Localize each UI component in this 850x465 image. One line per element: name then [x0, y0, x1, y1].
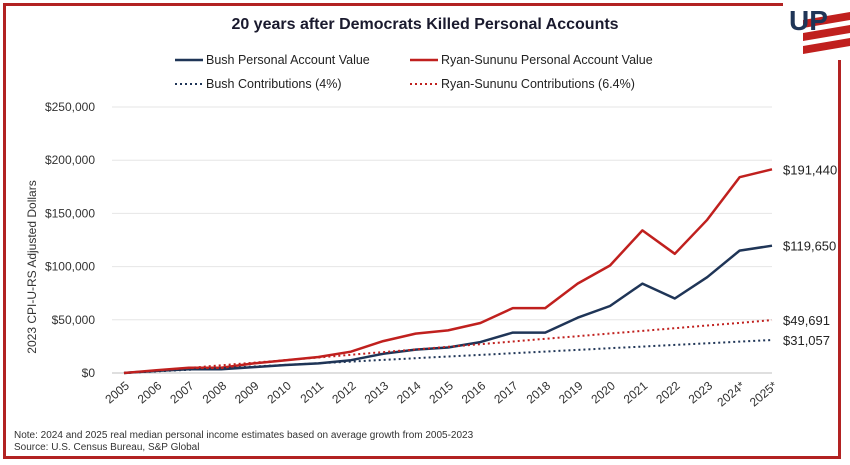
x-tick-label: 2011: [298, 378, 327, 406]
x-tick-label: 2023: [686, 378, 716, 406]
x-tick-label: 2015: [426, 378, 456, 406]
end-label: $119,650: [783, 239, 836, 254]
end-labels: $119,650 $191,440 $31,057 $49,691: [783, 162, 837, 348]
legend-label: Ryan-Sununu Contributions (6.4%): [441, 77, 635, 91]
series-line-0: [123, 244, 773, 375]
legend-label: Bush Personal Account Value: [206, 53, 370, 67]
series-line-2: [123, 339, 773, 374]
x-axis-ticks: 2005 2006 2007 2008 2009 2010 2011 2012 2013 2014…: [102, 378, 780, 409]
logo-text: UP: [789, 5, 828, 36]
end-label: $191,440: [783, 162, 837, 177]
x-tick-label: 2005: [102, 378, 132, 406]
legend: Bush Personal Account Value Ryan-Sununu P…: [175, 53, 653, 91]
up-logo: UP: [783, 0, 850, 60]
series-line-3: [123, 319, 773, 374]
y-tick-label: $250,000: [45, 100, 95, 114]
flag-stripes-icon: [803, 12, 850, 54]
chart-title: 20 years after Democrats Killed Personal…: [231, 16, 619, 33]
x-tick-label: 2010: [264, 378, 294, 406]
y-tick-label: $0: [82, 366, 96, 380]
y-tick-label: $200,000: [45, 153, 95, 167]
x-tick-label: 2022: [653, 378, 683, 406]
x-tick-label: 2012: [329, 378, 359, 406]
x-tick-label: 2007: [167, 378, 197, 406]
x-tick-label: 2006: [135, 378, 165, 406]
x-tick-label: 2017: [491, 378, 521, 406]
series-lines: [123, 168, 773, 375]
y-tick-label: $150,000: [45, 206, 95, 220]
end-label: $49,691: [783, 313, 830, 328]
x-tick-label: 2020: [588, 378, 618, 406]
chart-frame: [3, 3, 841, 459]
y-axis-label: 2023 CPI-U-RS Adjusted Dollars: [25, 180, 39, 353]
legend-label: Bush Contributions (4%): [206, 77, 341, 91]
footnote: Note: 2024 and 2025 real median personal…: [14, 430, 473, 454]
footnote-note: Note: 2024 and 2025 real median personal…: [14, 430, 474, 441]
x-tick-label: 2024*: [714, 378, 747, 409]
x-tick-label: 2014: [394, 378, 424, 406]
y-tick-label: $50,000: [52, 313, 96, 327]
grid-lines: [112, 106, 772, 374]
x-tick-label: 2009: [232, 378, 262, 406]
x-tick-label: 2021: [621, 378, 651, 406]
x-tick-label: 2018: [524, 378, 554, 406]
x-tick-label: 2019: [556, 378, 586, 406]
x-tick-label: 2013: [362, 378, 392, 406]
legend-label: Ryan-Sununu Personal Account Value: [441, 53, 653, 67]
footnote-source: Source: U.S. Census Bureau, S&P Global: [14, 442, 200, 453]
x-tick-label: 2008: [200, 378, 230, 406]
y-tick-label: $100,000: [45, 260, 95, 274]
series-line-1: [123, 168, 773, 375]
end-label: $31,057: [783, 333, 830, 348]
x-tick-label: 2025*: [747, 378, 780, 409]
y-axis-ticks: $0 $50,000 $100,000 $150,000 $200,000 $250,00…: [45, 100, 95, 380]
x-tick-label: 2016: [459, 378, 489, 406]
